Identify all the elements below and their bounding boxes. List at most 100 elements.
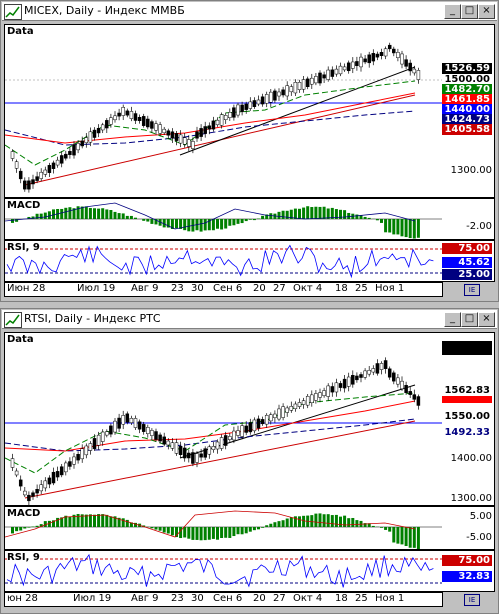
macd-pane[interactable]: MACD xyxy=(4,506,443,550)
macd-bar xyxy=(384,219,388,233)
macd-bar xyxy=(11,527,14,534)
micex-chart-window[interactable]: MICEX, Daily - Индекс ММВБ _ □ × Data 15… xyxy=(0,0,499,302)
candle xyxy=(109,117,113,125)
minimize-button[interactable]: _ xyxy=(444,4,461,19)
macd-bar xyxy=(412,527,416,548)
candle xyxy=(363,58,367,63)
candle xyxy=(88,443,93,451)
price-tag: 1482.70 xyxy=(442,84,492,95)
macd-bar xyxy=(35,213,39,219)
macd-bar xyxy=(113,516,117,527)
macd-bar xyxy=(252,527,256,531)
candle xyxy=(326,69,330,80)
close-button[interactable]: × xyxy=(478,312,495,327)
macd-bar xyxy=(404,219,408,238)
maximize-button[interactable]: □ xyxy=(461,4,478,19)
candle xyxy=(55,471,60,478)
candle xyxy=(199,128,203,137)
candle xyxy=(158,434,162,442)
candle xyxy=(248,101,253,109)
ma-mid-line xyxy=(5,400,416,452)
candle xyxy=(240,425,244,437)
candle xyxy=(166,130,171,136)
macd-bar xyxy=(363,523,367,527)
macd-bar xyxy=(384,527,388,530)
macd-bar xyxy=(347,518,351,527)
macd-bar xyxy=(285,210,289,219)
date-label: Окт 4 xyxy=(293,283,323,294)
candle xyxy=(346,376,351,387)
macd-bar xyxy=(27,527,31,528)
price-pane[interactable]: Data xyxy=(4,24,443,198)
candle xyxy=(162,128,166,134)
macd-bar xyxy=(76,206,80,219)
candle xyxy=(236,430,240,436)
candle xyxy=(330,69,335,77)
date-label: 18 xyxy=(335,283,348,294)
macd-bar xyxy=(154,527,158,530)
candle xyxy=(59,155,64,164)
close-button[interactable]: × xyxy=(478,4,495,19)
price-pane[interactable]: Data xyxy=(4,332,443,506)
chart-window-icon xyxy=(4,4,22,20)
candle xyxy=(170,131,175,139)
rsi-pane[interactable]: RSI, 9 xyxy=(4,550,443,592)
candle xyxy=(408,62,412,72)
macd-bar xyxy=(351,517,355,527)
window-titlebar[interactable]: MICEX, Daily - Индекс ММВБ _ □ × xyxy=(2,2,497,21)
candle xyxy=(150,430,154,436)
rsi-pane[interactable]: RSI, 9 xyxy=(4,240,443,282)
candle xyxy=(383,360,388,369)
rsi-label: RSI, 9 xyxy=(7,242,40,253)
macd-bar xyxy=(216,219,219,229)
candle xyxy=(383,48,388,57)
candle xyxy=(100,124,105,131)
candle xyxy=(39,171,43,179)
candle xyxy=(236,104,240,116)
candle xyxy=(105,120,109,129)
rtsi-chart-window[interactable]: RTSI, Daily - Индекс РТС _ □ × Data 1562… xyxy=(0,308,499,614)
candle xyxy=(244,103,248,110)
price-tag: 1526.59 xyxy=(442,63,492,74)
macd-bar xyxy=(298,208,301,219)
candle xyxy=(96,434,101,446)
date-label: Ноя 1 xyxy=(375,593,405,604)
candle xyxy=(18,479,23,487)
candle xyxy=(133,113,138,121)
date-label: Июл 19 xyxy=(77,283,116,294)
candle xyxy=(269,91,273,103)
macd-bar xyxy=(64,515,68,527)
macd-pane[interactable]: MACD xyxy=(4,198,443,240)
corner-icon[interactable]: IE xyxy=(464,594,480,606)
macd-bar xyxy=(211,527,215,539)
candle xyxy=(207,446,212,455)
candle xyxy=(318,72,322,84)
macd-bar xyxy=(101,208,105,219)
candle xyxy=(14,470,19,476)
candle xyxy=(314,393,318,401)
macd-bar xyxy=(298,516,301,527)
candle xyxy=(342,66,347,71)
macd-bar xyxy=(257,527,260,530)
macd-bar xyxy=(170,527,174,536)
macd-bar xyxy=(330,515,334,527)
maximize-button[interactable]: □ xyxy=(461,312,478,327)
candle xyxy=(27,180,31,190)
candle xyxy=(191,141,195,149)
macd-bar xyxy=(281,210,285,219)
candle xyxy=(252,100,257,107)
candle xyxy=(408,391,412,395)
macd-bar xyxy=(183,527,187,538)
macd-bar xyxy=(339,516,342,527)
corner-icon[interactable]: IE xyxy=(464,284,480,296)
macd-label: MACD xyxy=(7,508,41,519)
macd-bar xyxy=(252,219,256,221)
candle xyxy=(314,76,318,84)
minimize-button[interactable]: _ xyxy=(444,312,461,327)
candle xyxy=(191,452,195,464)
macd-bar xyxy=(367,217,371,219)
window-titlebar[interactable]: RTSI, Daily - Индекс РТС _ □ × xyxy=(2,310,497,329)
rsi-chart xyxy=(5,553,442,588)
macd-bar xyxy=(248,527,252,532)
date-label: 27 xyxy=(273,283,286,294)
